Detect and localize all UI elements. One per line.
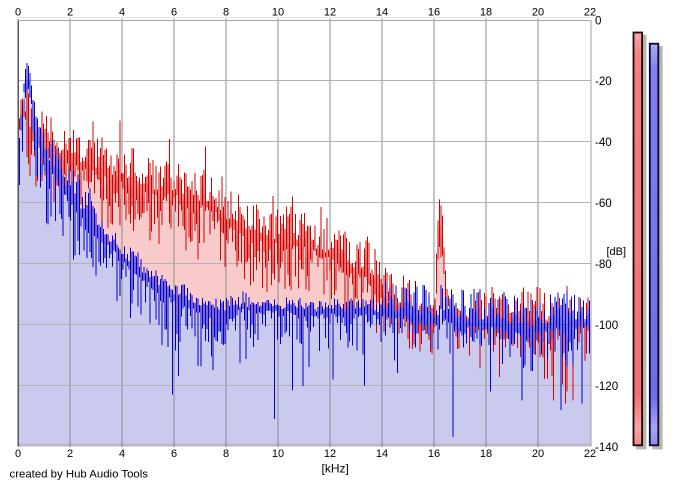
- svg-text:-100: -100: [595, 319, 618, 332]
- svg-text:2: 2: [67, 6, 73, 18]
- svg-text:10: 10: [272, 448, 284, 460]
- svg-text:20: 20: [532, 6, 544, 18]
- svg-text:-40: -40: [595, 136, 612, 149]
- svg-text:8: 8: [223, 448, 229, 460]
- svg-text:22: 22: [584, 448, 596, 460]
- svg-text:-120: -120: [595, 380, 618, 393]
- svg-text:0: 0: [15, 6, 21, 18]
- svg-text:14: 14: [376, 448, 388, 460]
- svg-text:0: 0: [595, 15, 601, 28]
- svg-text:20: 20: [532, 448, 544, 460]
- svg-text:-20: -20: [595, 75, 612, 88]
- svg-text:12: 12: [324, 6, 336, 18]
- svg-text:4: 4: [119, 6, 125, 18]
- svg-text:10: 10: [272, 6, 284, 18]
- svg-text:14: 14: [376, 6, 388, 18]
- svg-text:18: 18: [480, 6, 492, 18]
- svg-text:4: 4: [119, 448, 125, 460]
- svg-text:18: 18: [480, 448, 492, 460]
- svg-text:12: 12: [324, 448, 336, 460]
- svg-text:16: 16: [428, 448, 440, 460]
- svg-text:2: 2: [67, 448, 73, 460]
- svg-text:16: 16: [428, 6, 440, 18]
- svg-text:[dB]: [dB]: [607, 246, 627, 258]
- svg-text:created by Hub Audio Tools: created by Hub Audio Tools: [10, 468, 149, 480]
- svg-text:6: 6: [171, 448, 177, 460]
- svg-text:22: 22: [584, 6, 596, 18]
- svg-text:-140: -140: [595, 441, 618, 454]
- svg-text:[kHz]: [kHz]: [322, 462, 349, 476]
- svg-text:8: 8: [223, 6, 229, 18]
- svg-text:-80: -80: [595, 258, 612, 271]
- svg-text:6: 6: [171, 6, 177, 18]
- svg-text:0: 0: [15, 448, 21, 460]
- svg-text:-60: -60: [595, 197, 612, 210]
